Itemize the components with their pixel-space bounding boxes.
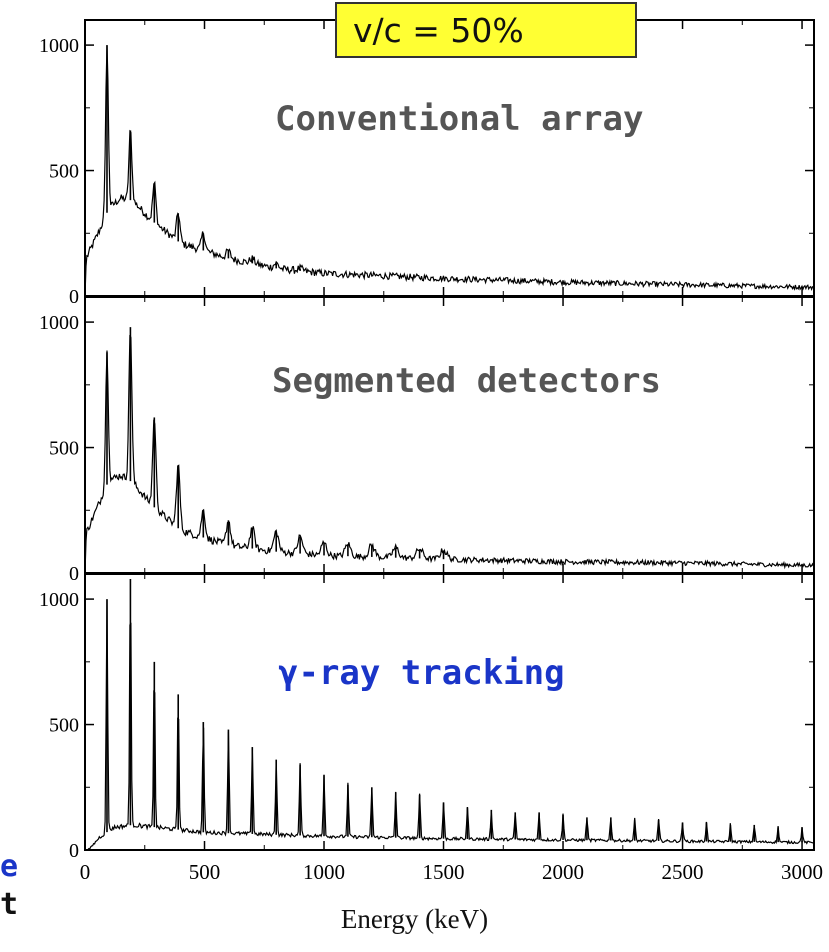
spectrum-trace-panel-3 <box>84 599 814 851</box>
spectrum-trace-panel-1 <box>84 45 814 297</box>
panel-1-title: Conventional array <box>275 99 644 139</box>
x-tick-label: 500 <box>189 860 221 884</box>
x-tick-label: 2500 <box>662 860 704 884</box>
spectrum-trace-panel-2 <box>84 334 815 574</box>
cropped-text-fragment-1: e <box>0 849 19 884</box>
x-tick-label: 1000 <box>303 860 345 884</box>
cropped-text-fragment-2: t <box>0 887 19 922</box>
panel-3-frame <box>84 573 815 851</box>
panel-2-frame <box>84 296 815 574</box>
panel-1-frame <box>84 19 815 297</box>
x-tick-label: 2000 <box>542 860 584 884</box>
y-tick-label: 1000 <box>39 35 79 57</box>
panel-3-title: γ-ray tracking <box>278 653 565 693</box>
y-tick-label: 0 <box>69 563 79 585</box>
y-tick-label: 0 <box>69 840 79 862</box>
y-tick-label: 1000 <box>39 312 79 334</box>
y-tick-label: 1000 <box>39 589 79 611</box>
y-tick-label: 0 <box>69 286 79 308</box>
x-tick-label: 1500 <box>423 860 465 884</box>
y-tick-label: 500 <box>49 161 79 183</box>
x-tick-label: 3000 <box>781 860 823 884</box>
y-tick-label: 500 <box>49 715 79 737</box>
x-axis-label: Energy (keV) <box>340 904 489 934</box>
y-tick-label: 500 <box>49 438 79 460</box>
panel-2-title: Segmented detectors <box>272 361 661 401</box>
x-tick-label: 0 <box>80 860 91 884</box>
velocity-badge: v/c = 50% <box>335 2 637 58</box>
